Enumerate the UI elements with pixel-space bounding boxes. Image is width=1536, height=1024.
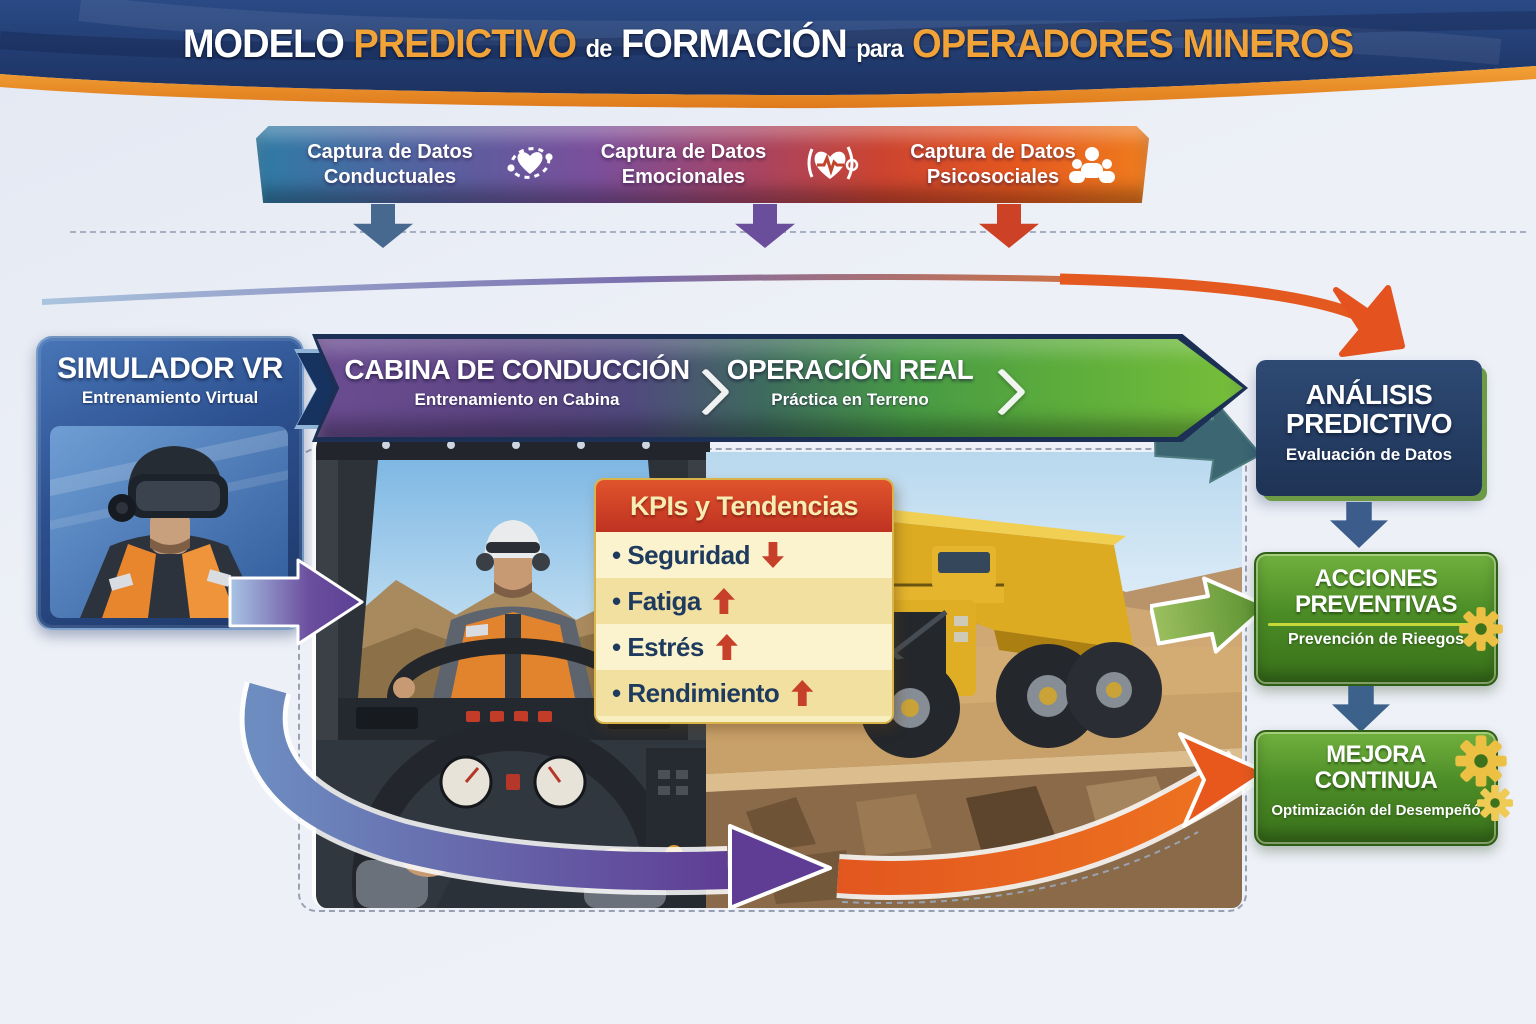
acciones-title-line2: PREVENTIVAS <box>1294 590 1458 618</box>
simulador-vr-subtitle: Entrenamiento Virtual <box>81 388 259 407</box>
heart-dotted-circle-icon <box>507 147 553 179</box>
terreno-to-acciones-arrow <box>1150 576 1270 654</box>
analisis-title-line2: PREDICTIVO <box>1285 408 1453 440</box>
heart-pulse-icon <box>807 146 859 180</box>
emocionales-down-arrow <box>735 204 795 248</box>
stage-operacion-title: OPERACIÓN REAL <box>726 354 974 385</box>
conductuales-down-arrow <box>353 204 413 248</box>
stage-cabina-title: CABINA DE CONDUCCIÓN <box>344 354 690 385</box>
people-group-icon <box>1069 147 1115 183</box>
title-part-de: de <box>585 35 613 63</box>
kpi-panel: KPIs y Tendencias Seguridad Fatiga Estré… <box>594 478 894 724</box>
mejora-continua-box: MEJORA CONTINUA Optimización del Desempe… <box>1254 730 1514 846</box>
header-band <box>0 0 1536 109</box>
stage-chevron-icon <box>977 367 1027 417</box>
acciones-title-line1: ACCIONES <box>1314 565 1438 592</box>
mejora-title-line1: MEJORA <box>1326 741 1426 768</box>
kpi-trend-3 <box>791 680 814 706</box>
acciones-to-mejora-arrow <box>1332 686 1390 732</box>
dashed-separator-line <box>70 231 1526 233</box>
training-stages-banner-inner: CABINA DE CONDUCCIÓN Entrenamiento en Ca… <box>317 339 1243 437</box>
page-title: MODELO PREDICTIVO de FORMACIÓN para OPERADORE… <box>38 22 1497 67</box>
stage-cabina: CABINA DE CONDUCCIÓN Entrenamiento en Ca… <box>337 354 697 410</box>
capture-conductuales-label: Captura de Datos Conductuales <box>307 141 473 188</box>
stage-operacion: OPERACIÓN REAL Práctica en Terreno <box>725 354 975 410</box>
title-part-formacion: FORMACIÓN <box>620 22 848 66</box>
acciones-divider <box>1268 622 1484 626</box>
gear-icon <box>1476 784 1514 822</box>
stage-cabina-subtitle: Entrenamiento en Cabina <box>414 390 620 409</box>
title-part-modelo: MODELO <box>182 22 345 66</box>
mejora-title-line2: CONTINUA <box>1314 766 1438 794</box>
kpi-row-rendimiento: Rendimiento <box>596 670 892 716</box>
training-stages-banner: CABINA DE CONDUCCIÓN Entrenamiento en Ca… <box>312 334 1248 442</box>
analisis-to-acciones-arrow <box>1330 502 1388 548</box>
kpi-panel-title: KPIs y Tendencias <box>596 480 892 532</box>
simulador-to-cabina-arrow <box>228 558 364 646</box>
vr-headset-worker-illustration <box>50 426 288 618</box>
simulador-vr-box: SIMULADOR VR Entrenamiento Virtual <box>36 336 304 630</box>
title-part-operadores: OPERADORES MINEROS <box>912 22 1354 66</box>
title-part-para: para <box>856 35 903 63</box>
title-part-predictivo: PREDICTIVO <box>353 22 577 66</box>
capture-emocionales-label: Captura de Datos Emocionales <box>600 141 767 188</box>
kpi-row-seguridad: Seguridad <box>596 532 892 578</box>
analisis-subtitle: Evaluación de Datos <box>1285 444 1453 464</box>
capture-psicosociales-label: Captura de Datos Psicosociales <box>910 141 1076 188</box>
kpi-trend-0 <box>761 542 784 568</box>
analisis-title-line1: ANÁLISIS <box>1305 379 1433 410</box>
kpi-row-estres: Estrés <box>596 624 892 670</box>
stage-operacion-subtitle: Práctica en Terreno <box>771 390 929 409</box>
psicosociales-down-arrow <box>979 204 1039 248</box>
acciones-subtitle: Prevención de Rieegos <box>1287 630 1465 648</box>
gear-icon <box>1455 735 1507 787</box>
analisis-predictivo-box: ANÁLISIS PREDICTIVO Evaluación de Datos <box>1256 360 1482 496</box>
dashed-boundary-rect <box>298 448 1247 912</box>
simulador-vr-title: SIMULADOR VR <box>57 352 283 385</box>
data-capture-ribbon: Captura de Datos Conductuales Captura de … <box>256 126 1149 203</box>
kpi-trend-1 <box>712 588 735 614</box>
kpi-row-fatiga: Fatiga <box>596 578 892 624</box>
acciones-preventivas-box: ACCIONES PREVENTIVAS Prevención de Rieeg… <box>1254 552 1503 686</box>
kpi-trend-2 <box>715 634 738 660</box>
mejora-subtitle: Optimización del Desempeñó <box>1271 801 1481 819</box>
gear-icon <box>1459 607 1503 651</box>
